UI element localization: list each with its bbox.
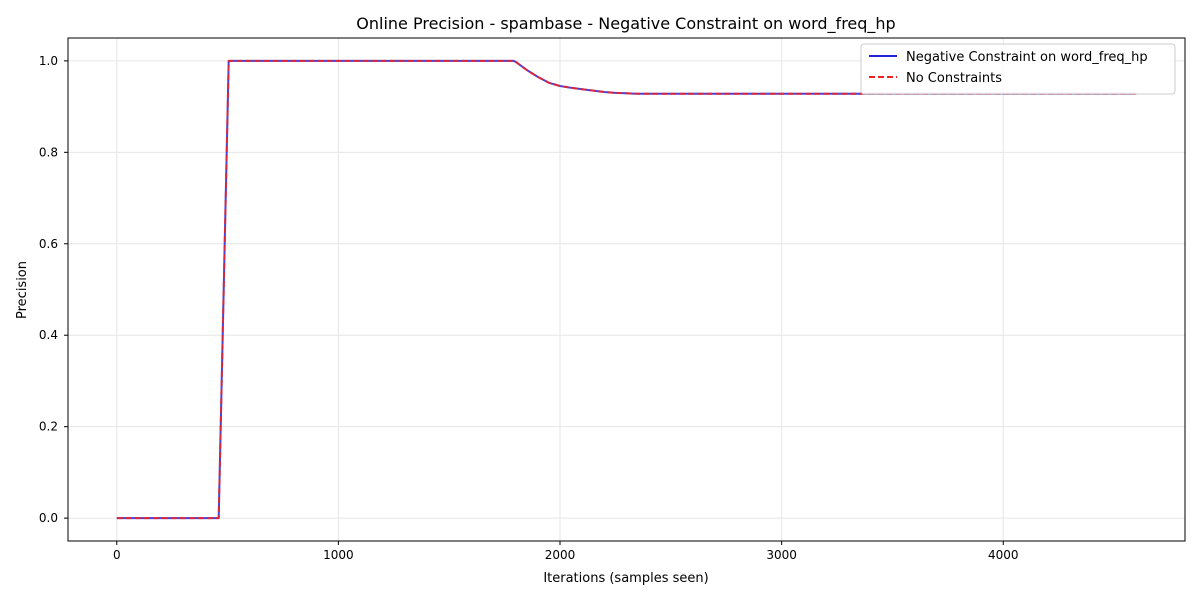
- chart-title: Online Precision - spambase - Negative C…: [356, 14, 895, 34]
- legend: Negative Constraint on word_freq_hp No Co…: [860, 43, 1176, 95]
- series-layer: [116, 59, 1137, 520]
- x-tick-label: 1000: [323, 548, 354, 562]
- legend-box: [860, 43, 1176, 95]
- y-tick-label: 0.6: [39, 237, 58, 251]
- x-tick-label: 2000: [545, 548, 576, 562]
- y-axis-label: Precision: [15, 261, 30, 319]
- y-tick-label: 0.4: [39, 328, 58, 342]
- axis-ticks: 0 1000 2000 3000 4000 0.0 0.2 0.4 0.6 0.8 1.0: [39, 54, 1019, 562]
- grid-lines: [68, 38, 1185, 541]
- y-tick-label: 0.8: [39, 145, 58, 159]
- x-tick-label: 3000: [766, 548, 797, 562]
- x-tick-label: 4000: [988, 548, 1019, 562]
- y-tick-label: 0.0: [39, 511, 58, 525]
- series-line-2: [116, 59, 1137, 520]
- legend-label-1: Negative Constraint on word_freq_hp: [906, 50, 1148, 65]
- y-tick-label: 0.2: [39, 420, 58, 434]
- plot-area-frame: [67, 37, 1186, 542]
- x-axis-label: Iterations (samples seen): [543, 571, 708, 586]
- y-tick-label: 1.0: [39, 54, 58, 68]
- x-tick-label: 0: [113, 548, 121, 562]
- legend-label-2: No Constraints: [906, 71, 1002, 86]
- series-line-1: [116, 59, 1137, 520]
